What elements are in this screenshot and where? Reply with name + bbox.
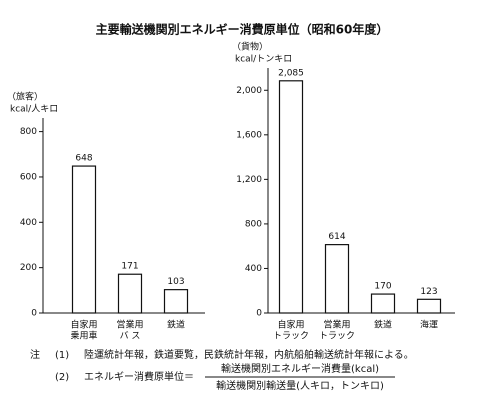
data-label: 614 bbox=[328, 232, 345, 242]
note-label: 注 bbox=[30, 348, 40, 361]
x-tick-label: トラック bbox=[319, 331, 355, 342]
y-axis-label: kcal/トンキロ bbox=[235, 55, 292, 65]
x-tick-label: 営業用 bbox=[323, 319, 350, 331]
x-tick-label: 自家用 bbox=[70, 319, 97, 331]
x-tick-label: 自家用 bbox=[277, 319, 304, 331]
bar bbox=[370, 293, 396, 314]
axis-group-label: （旅客） bbox=[7, 91, 43, 103]
bar bbox=[117, 273, 143, 314]
bar bbox=[278, 80, 304, 314]
axis-group-label: （貨物） bbox=[232, 41, 268, 53]
y-tick-label: 400 bbox=[20, 218, 37, 228]
data-label: 2,085 bbox=[278, 68, 304, 78]
bar bbox=[416, 298, 442, 314]
data-label: 103 bbox=[167, 277, 184, 287]
y-tick-label: 1,200 bbox=[236, 175, 262, 185]
bar bbox=[324, 244, 350, 314]
y-tick-label: 0 bbox=[256, 309, 262, 319]
x-tick-label: 海運 bbox=[420, 319, 438, 331]
x-tick-label: 鉄道 bbox=[374, 319, 392, 331]
x-tick-label: 営業用 bbox=[116, 319, 143, 331]
x-tick-label: 鉄道 bbox=[167, 319, 185, 331]
y-tick-label: 2,000 bbox=[236, 86, 262, 96]
x-tick-label: トラック bbox=[273, 331, 309, 342]
y-tick-label: 1,600 bbox=[236, 130, 262, 140]
chart-title: 主要輸送機関別エネルギー消費原単位（昭和60年度） bbox=[96, 22, 389, 37]
y-tick-label: 800 bbox=[20, 127, 37, 137]
x-tick-label: バ ス bbox=[120, 331, 141, 342]
bar bbox=[71, 165, 97, 314]
y-tick-label: 0 bbox=[31, 309, 37, 319]
bar bbox=[163, 289, 189, 314]
y-tick-label: 200 bbox=[20, 263, 37, 273]
note-numerator: 輸送機関別エネルギー消費量(kcal) bbox=[221, 362, 379, 375]
note-denominator: 輸送機関別輸送量(人キロ，トンキロ) bbox=[216, 379, 384, 392]
data-label: 648 bbox=[75, 154, 92, 164]
data-label: 171 bbox=[121, 262, 138, 272]
y-tick-label: 400 bbox=[245, 264, 262, 274]
data-label: 170 bbox=[374, 282, 391, 292]
y-tick-label: 800 bbox=[245, 219, 262, 229]
y-axis-label: kcal/人キロ bbox=[10, 104, 58, 115]
note-text: 陸運統計年報，鉄道要覧，民鉄統計年報，内航船舶輸送統計年報による。 bbox=[84, 348, 414, 361]
x-tick-label: 乗用車 bbox=[70, 330, 97, 342]
data-label: 123 bbox=[420, 287, 437, 297]
note-text: エネルギー消費原単位＝ bbox=[84, 370, 194, 383]
y-tick-label: 600 bbox=[20, 172, 37, 182]
note-num: (2) bbox=[55, 372, 69, 383]
note-num: (1) bbox=[55, 350, 69, 361]
